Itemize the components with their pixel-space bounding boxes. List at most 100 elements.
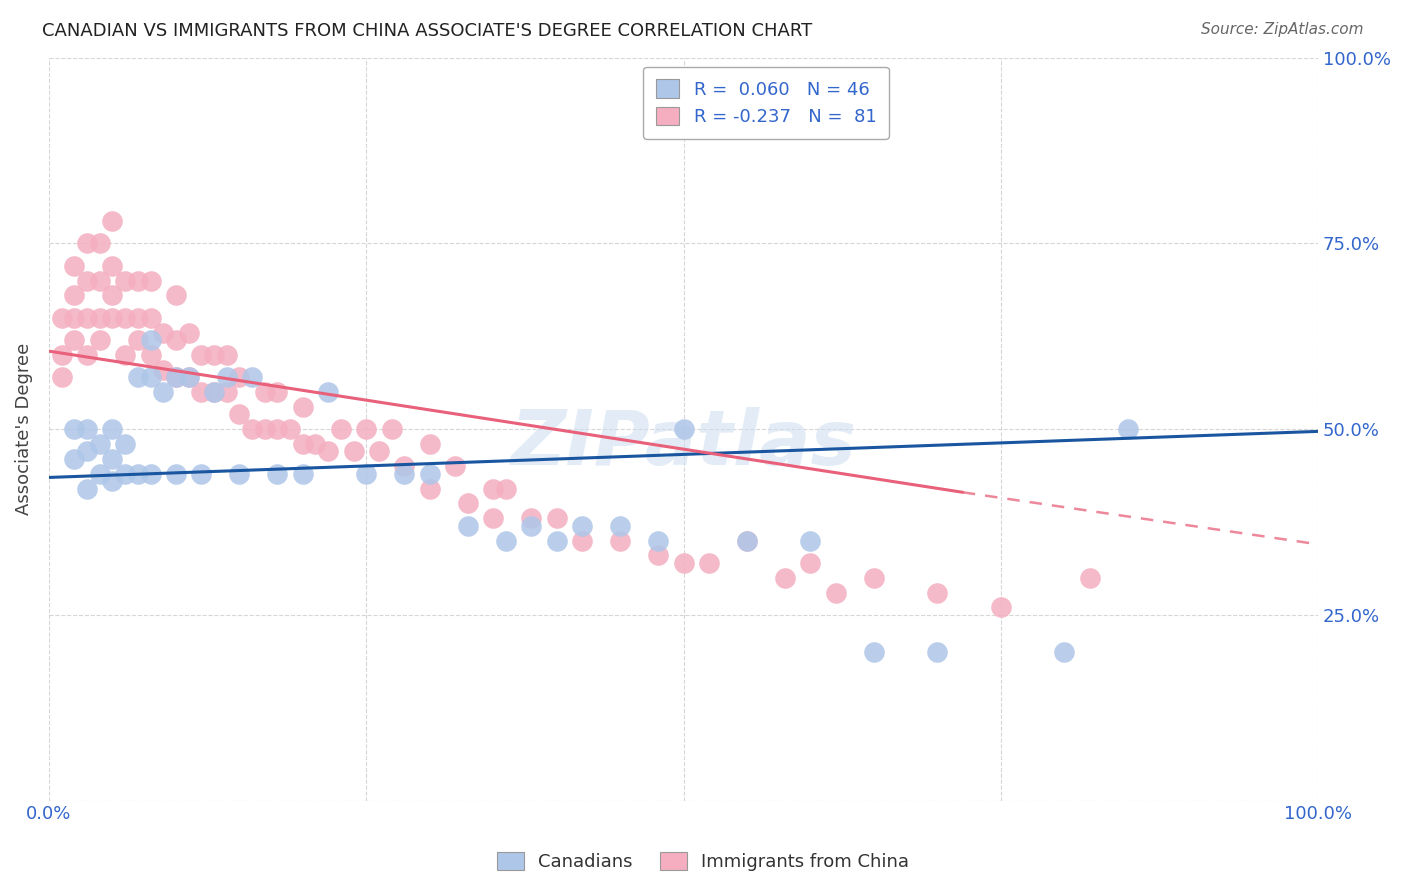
Point — [266, 422, 288, 436]
Point — [51, 348, 73, 362]
Point — [165, 333, 187, 347]
Point — [202, 384, 225, 399]
Point — [101, 310, 124, 325]
Point — [672, 556, 695, 570]
Point — [51, 370, 73, 384]
Point — [394, 459, 416, 474]
Point — [266, 467, 288, 481]
Point — [647, 549, 669, 563]
Point — [419, 437, 441, 451]
Point — [482, 482, 505, 496]
Point — [76, 274, 98, 288]
Point — [101, 288, 124, 302]
Point — [76, 348, 98, 362]
Point — [1053, 645, 1076, 659]
Point — [520, 518, 543, 533]
Point — [1116, 422, 1139, 436]
Point — [63, 259, 86, 273]
Point — [76, 482, 98, 496]
Point — [165, 288, 187, 302]
Point — [114, 467, 136, 481]
Point — [546, 511, 568, 525]
Point — [278, 422, 301, 436]
Point — [228, 407, 250, 421]
Point — [609, 533, 631, 548]
Point — [291, 437, 314, 451]
Point — [394, 467, 416, 481]
Point — [76, 444, 98, 458]
Point — [127, 467, 149, 481]
Point — [89, 437, 111, 451]
Point — [266, 384, 288, 399]
Point — [927, 645, 949, 659]
Point — [799, 533, 821, 548]
Point — [240, 370, 263, 384]
Point — [139, 467, 162, 481]
Legend: Canadians, Immigrants from China: Canadians, Immigrants from China — [489, 845, 917, 879]
Point — [139, 274, 162, 288]
Point — [190, 467, 212, 481]
Point — [304, 437, 326, 451]
Point — [139, 333, 162, 347]
Point — [228, 370, 250, 384]
Point — [139, 370, 162, 384]
Point — [177, 370, 200, 384]
Point — [63, 288, 86, 302]
Point — [368, 444, 391, 458]
Point — [356, 422, 378, 436]
Point — [127, 333, 149, 347]
Point — [215, 370, 238, 384]
Point — [482, 511, 505, 525]
Point — [114, 437, 136, 451]
Point — [291, 400, 314, 414]
Y-axis label: Associate's Degree: Associate's Degree — [15, 343, 32, 516]
Point — [495, 482, 517, 496]
Point — [114, 310, 136, 325]
Point — [316, 444, 339, 458]
Point — [114, 348, 136, 362]
Point — [63, 310, 86, 325]
Point — [101, 474, 124, 488]
Point — [253, 422, 276, 436]
Point — [63, 333, 86, 347]
Point — [457, 518, 479, 533]
Text: CANADIAN VS IMMIGRANTS FROM CHINA ASSOCIATE'S DEGREE CORRELATION CHART: CANADIAN VS IMMIGRANTS FROM CHINA ASSOCI… — [42, 22, 813, 40]
Point — [799, 556, 821, 570]
Point — [114, 274, 136, 288]
Point — [240, 422, 263, 436]
Point — [1078, 571, 1101, 585]
Point — [139, 310, 162, 325]
Point — [342, 444, 364, 458]
Point — [177, 370, 200, 384]
Point — [291, 467, 314, 481]
Point — [89, 467, 111, 481]
Point — [202, 384, 225, 399]
Point — [444, 459, 467, 474]
Point — [165, 370, 187, 384]
Point — [152, 326, 174, 340]
Point — [215, 384, 238, 399]
Point — [419, 467, 441, 481]
Point — [316, 384, 339, 399]
Point — [152, 362, 174, 376]
Point — [190, 384, 212, 399]
Legend: R =  0.060   N = 46, R = -0.237   N =  81: R = 0.060 N = 46, R = -0.237 N = 81 — [643, 67, 889, 139]
Point — [381, 422, 404, 436]
Text: Source: ZipAtlas.com: Source: ZipAtlas.com — [1201, 22, 1364, 37]
Point — [863, 571, 886, 585]
Point — [697, 556, 720, 570]
Point — [329, 422, 352, 436]
Point — [101, 422, 124, 436]
Point — [152, 384, 174, 399]
Point — [824, 585, 846, 599]
Point — [520, 511, 543, 525]
Point — [215, 348, 238, 362]
Point — [127, 370, 149, 384]
Point — [76, 422, 98, 436]
Point — [89, 236, 111, 251]
Point — [735, 533, 758, 548]
Point — [546, 533, 568, 548]
Point — [773, 571, 796, 585]
Point — [190, 348, 212, 362]
Point — [127, 310, 149, 325]
